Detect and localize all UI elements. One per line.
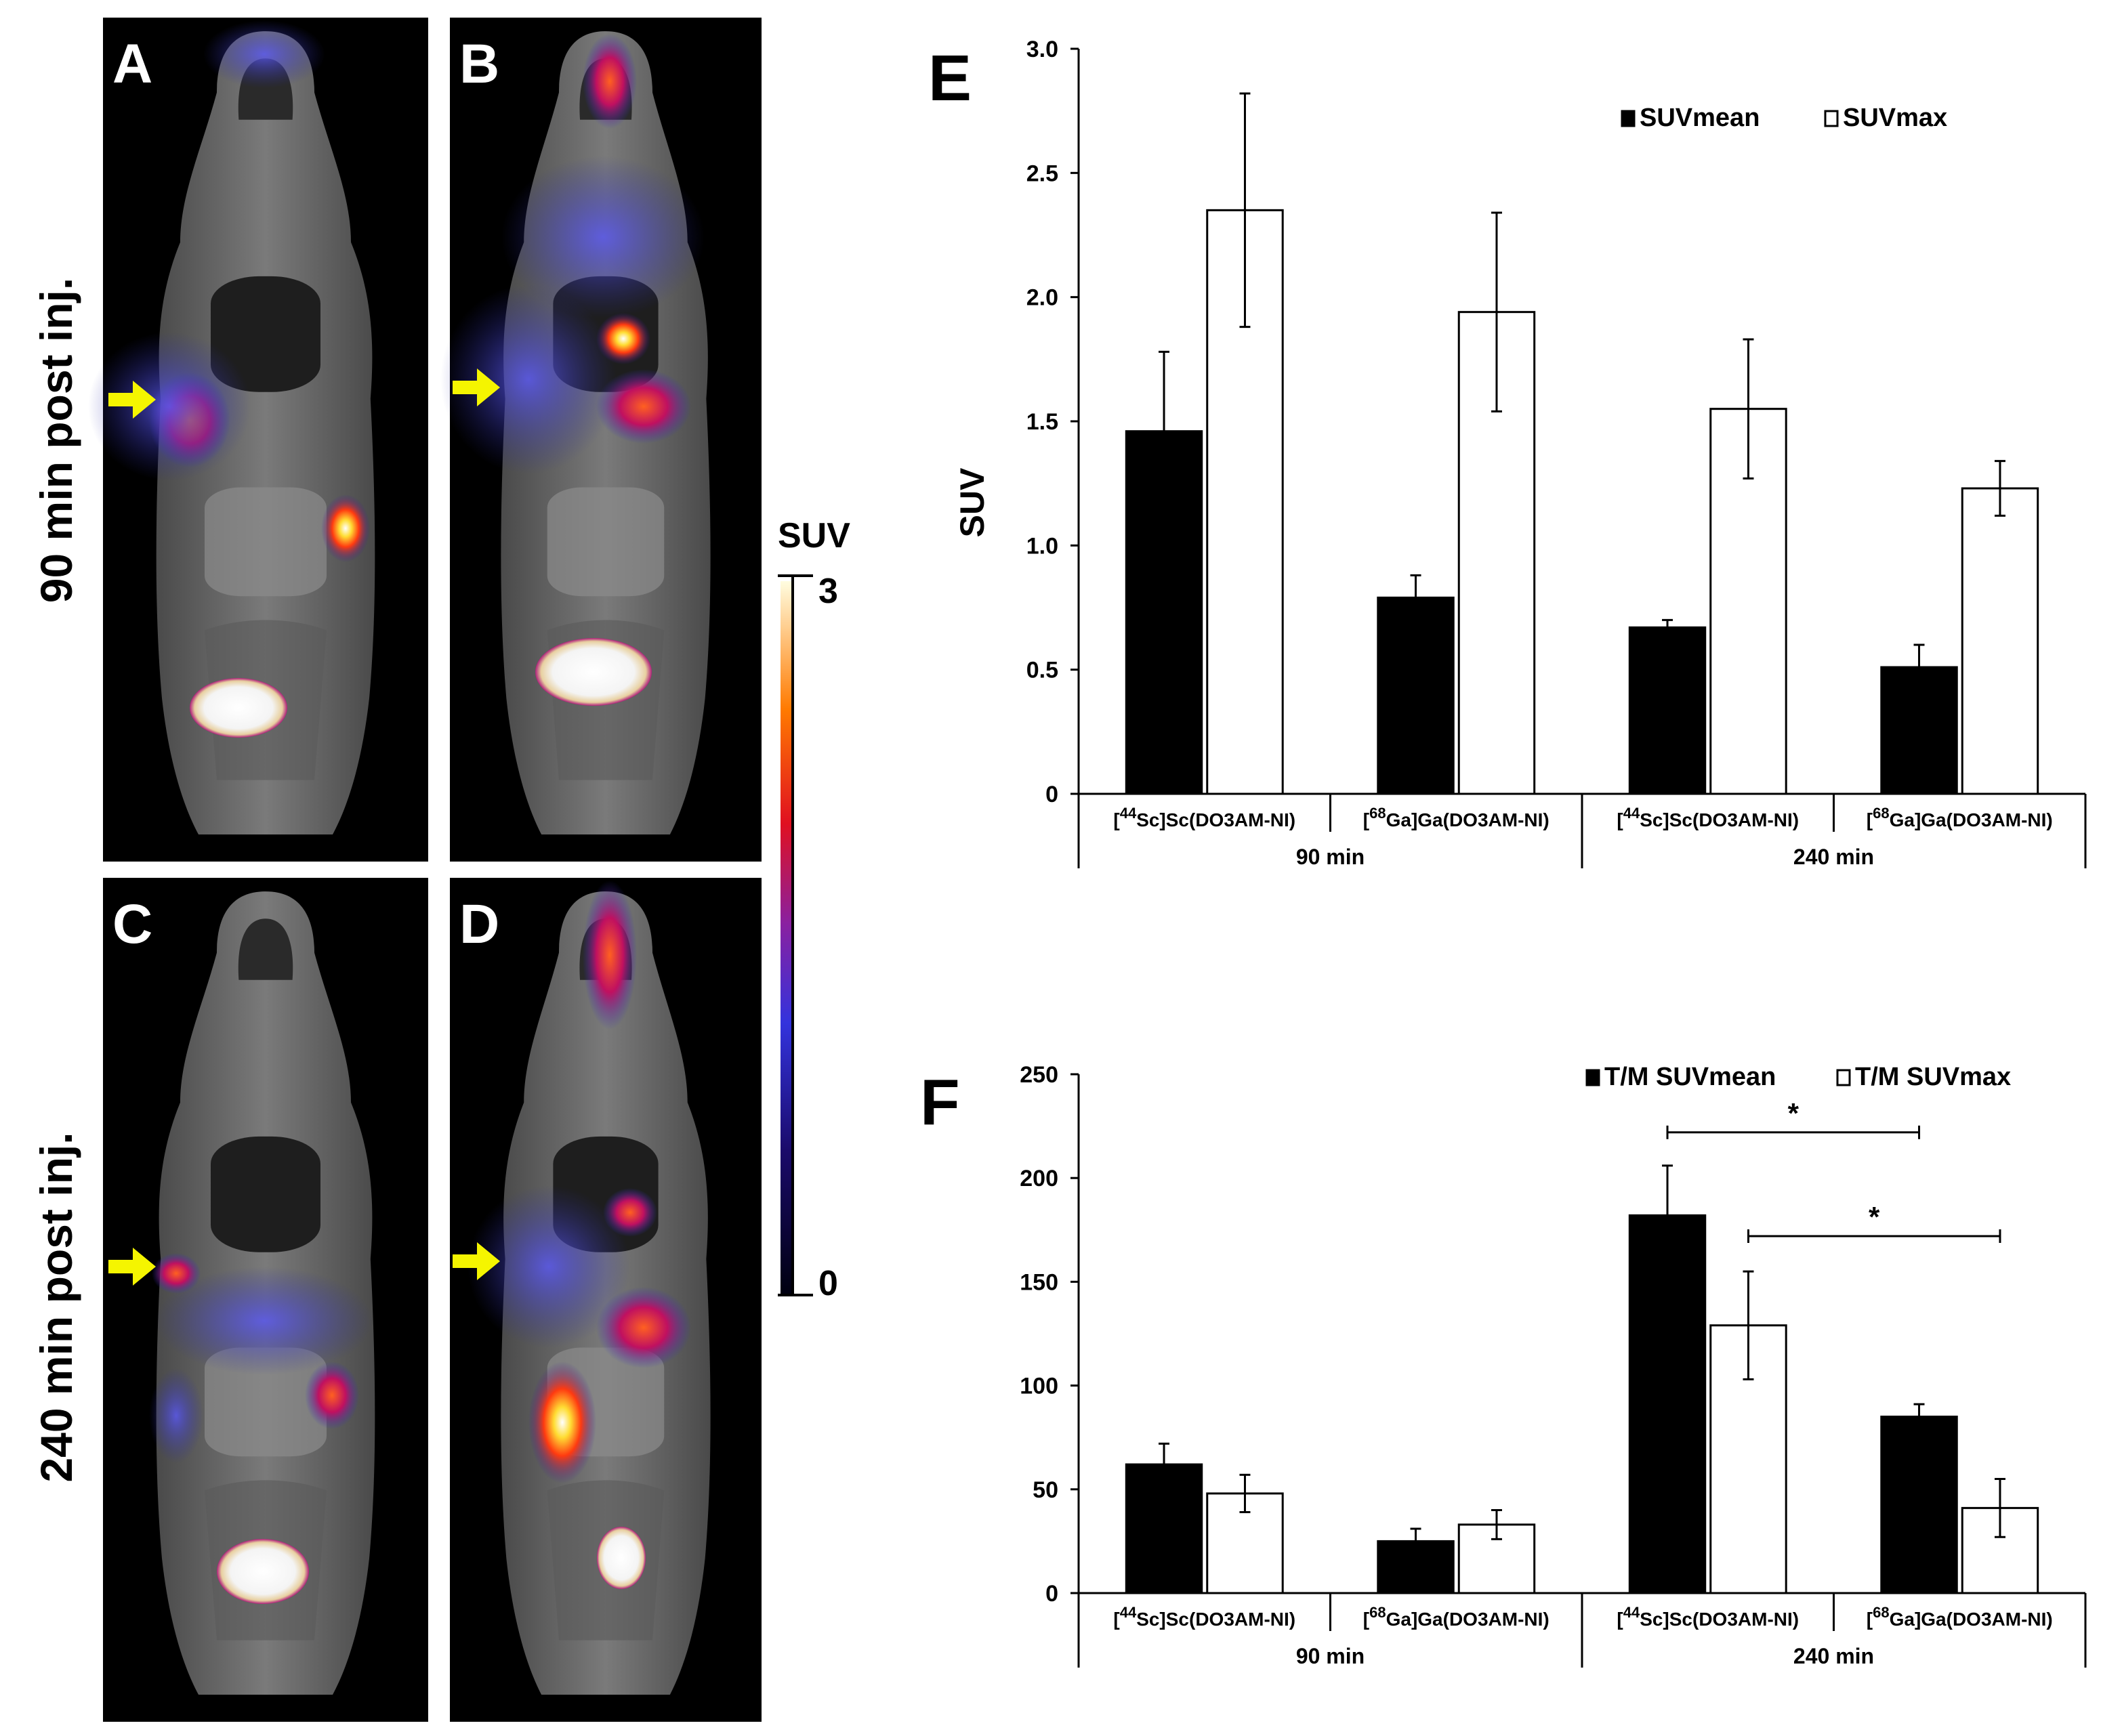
group-label: 90 min xyxy=(1296,1644,1365,1668)
row-label: 240 min post inj. xyxy=(31,1132,81,1482)
tracer-uptake xyxy=(501,156,705,318)
chart-panel-letter: E xyxy=(928,42,972,114)
legend-swatch xyxy=(1836,1069,1851,1086)
significance-marker: * xyxy=(1788,1097,1800,1129)
y-tick-label: 200 xyxy=(1020,1166,1058,1191)
category-label: [44Sc]Sc(DO3AM-NI) xyxy=(1113,805,1295,830)
chart-f: F 0 50 100 150 200 250 [44Sc]Sc(DO3AM-NI) [68Ga]… xyxy=(920,1062,2087,1668)
bladder-uptake xyxy=(535,638,652,706)
bladder-uptake xyxy=(597,1527,646,1589)
tracer-uptake xyxy=(149,1368,203,1463)
tracer-uptake xyxy=(321,494,370,562)
tumor-arrow-icon xyxy=(453,368,500,406)
significance-marker: * xyxy=(1869,1201,1880,1233)
tracer-uptake xyxy=(467,1185,630,1348)
category-label: [68Ga]Ga(DO3AM-NI) xyxy=(1867,805,2053,830)
bar-suvmean xyxy=(1628,626,1707,795)
category-label: [68Ga]Ga(DO3AM-NI) xyxy=(1867,1604,2053,1630)
tracer-uptake xyxy=(596,369,691,444)
group-label: 240 min xyxy=(1793,1644,1874,1668)
suv-colorbar: SUV 3 0 xyxy=(778,516,850,1303)
category-label: [68Ga]Ga(DO3AM-NI) xyxy=(1363,805,1549,830)
y-tick-label: 50 xyxy=(1033,1477,1058,1503)
legend-swatch xyxy=(1824,110,1839,127)
y-tick-label: 0 xyxy=(1045,1581,1058,1607)
tumor-arrow-icon xyxy=(108,1248,156,1286)
bladder-uptake xyxy=(190,678,287,738)
legend-swatch xyxy=(1585,1069,1600,1086)
chart-panel-letter: F xyxy=(920,1066,960,1139)
chart-e: E 0 0.5 1.0 1.5 2.0 2.5 3.0 SUV [44Sc]Sc(DO3AM-NI… xyxy=(928,37,2087,869)
colorbar-max-label: 3 xyxy=(818,572,838,611)
category-label: [68Ga]Ga(DO3AM-NI) xyxy=(1363,1604,1549,1630)
y-tick-label: 150 xyxy=(1020,1269,1058,1295)
group-label: 240 min xyxy=(1793,845,1874,869)
y-tick-label: 100 xyxy=(1020,1374,1058,1399)
category-label: [44Sc]Sc(DO3AM-NI) xyxy=(1617,1604,1799,1630)
legend-label: T/M SUVmean xyxy=(1604,1063,1776,1091)
bladder-uptake xyxy=(217,1539,309,1604)
bar-t-m-suvmean xyxy=(1880,1416,1958,1594)
legend-label: T/M SUVmax xyxy=(1855,1063,2011,1091)
y-tick-label: 1.5 xyxy=(1026,409,1058,435)
legend-swatch xyxy=(1621,110,1636,127)
legend-label: SUVmean xyxy=(1640,104,1760,132)
legend-label: SUVmax xyxy=(1843,104,1947,132)
tracer-uptake xyxy=(203,20,325,88)
tumor-arrow-icon xyxy=(453,1242,500,1280)
panel-letter-a: A xyxy=(112,33,152,95)
y-tick-label: 1.0 xyxy=(1026,533,1058,559)
y-tick-label: 2.0 xyxy=(1026,285,1058,311)
y-axis-label: SUV xyxy=(953,467,991,537)
panel-letter-c: C xyxy=(112,893,152,955)
colorbar-title: SUV xyxy=(778,516,850,555)
tracer-uptake xyxy=(156,1267,373,1375)
tracer-uptake xyxy=(583,881,637,1030)
category-label: [44Sc]Sc(DO3AM-NI) xyxy=(1617,805,1799,830)
image-panel-d: D xyxy=(450,878,762,1722)
panel-letter-b: B xyxy=(459,33,499,95)
tumor-arrow-icon xyxy=(108,381,156,419)
image-panel-a: A xyxy=(88,18,428,862)
bar-suvmax xyxy=(1961,487,2039,795)
pet-images: A B C D 90 min post inj. 240 min post inj. xyxy=(31,18,762,1722)
tracer-uptake xyxy=(88,332,251,481)
panel-letter-d: D xyxy=(459,893,499,955)
y-tick-label: 0 xyxy=(1045,782,1058,807)
image-panel-c: C xyxy=(103,878,428,1722)
y-tick-label: 250 xyxy=(1020,1062,1058,1088)
row-label: 90 min post inj. xyxy=(31,278,81,603)
y-tick-label: 3.0 xyxy=(1026,37,1058,62)
y-tick-label: 2.5 xyxy=(1026,161,1058,186)
bar-t-m-suvmean xyxy=(1628,1214,1707,1594)
tracer-uptake xyxy=(583,34,637,129)
colorbar-gradient xyxy=(781,581,793,1294)
colorbar-min-label: 0 xyxy=(818,1264,838,1303)
tracer-uptake xyxy=(305,1361,359,1429)
tracer-uptake xyxy=(596,1287,691,1368)
tracer-uptake xyxy=(528,1361,596,1483)
image-panel-b: B xyxy=(440,18,762,862)
category-label: [44Sc]Sc(DO3AM-NI) xyxy=(1113,1604,1295,1630)
bar-suvmean xyxy=(1377,596,1455,795)
tracer-uptake xyxy=(440,284,617,474)
group-label: 90 min xyxy=(1296,845,1365,869)
y-tick-label: 0.5 xyxy=(1026,658,1058,683)
